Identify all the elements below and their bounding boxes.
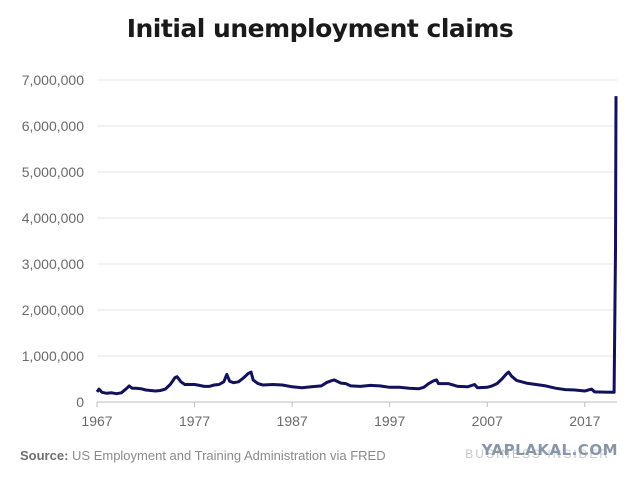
y-tick-label: 3,000,000 <box>22 256 84 272</box>
x-tick-label: 2017 <box>569 413 600 429</box>
x-tick-label: 1997 <box>374 413 405 429</box>
gridlines <box>97 79 617 403</box>
source-note: Source: US Employment and Training Admin… <box>20 448 386 463</box>
brand-logo: BUSINESS INSIDER <box>465 447 610 461</box>
x-tick-label: 2007 <box>472 413 503 429</box>
y-tick-label: 4,000,000 <box>22 210 84 226</box>
y-axis-ticks: 0 1,000,000 2,000,000 3,000,000 4,000,000 5,0… <box>22 72 85 410</box>
y-tick-label: 0 <box>76 394 84 410</box>
x-tick-label: 1977 <box>179 413 210 429</box>
y-tick-label: 6,000,000 <box>22 118 84 134</box>
series-group <box>95 96 618 396</box>
source-label: Source: <box>20 448 69 463</box>
series-line <box>95 96 618 396</box>
y-tick-label: 1,000,000 <box>22 348 84 364</box>
source-text: US Employment and Training Administratio… <box>68 448 386 463</box>
x-tick-label: 1987 <box>277 413 308 429</box>
y-tick-label: 7,000,000 <box>22 72 84 88</box>
x-tick-label: 1967 <box>81 413 112 429</box>
y-tick-label: 5,000,000 <box>22 164 84 180</box>
y-tick-label: 2,000,000 <box>22 302 84 318</box>
x-axis-ticks: 1967 1977 1987 1997 2007 2017 <box>81 402 601 429</box>
chart-title: Initial unemployment claims <box>126 14 514 43</box>
watermark-logo: YAPLAKAL.COM <box>481 441 618 459</box>
